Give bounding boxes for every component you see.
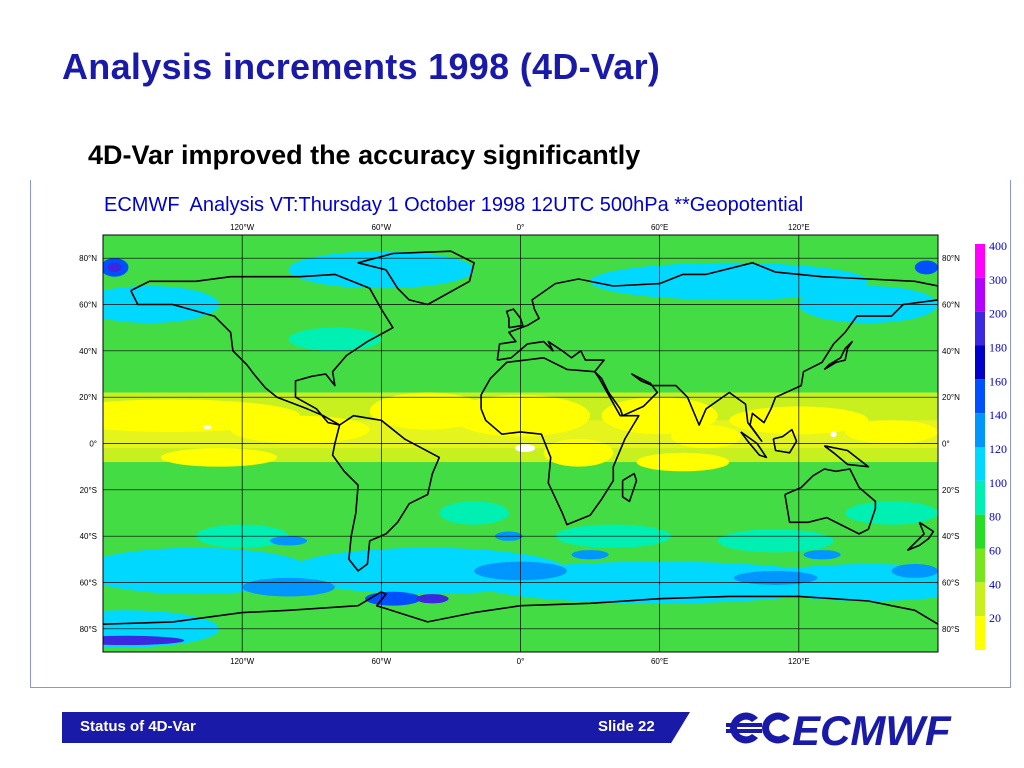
- legend-swatch: [975, 311, 985, 346]
- lon-label-bottom: 120°E: [788, 657, 810, 666]
- footer-slide-number: Slide 22: [598, 718, 655, 735]
- legend-swatch: [975, 413, 985, 447]
- legend-swatch: [975, 514, 985, 549]
- lat-label-left: 20°S: [80, 486, 97, 495]
- coastline: [103, 591, 938, 625]
- lon-label-bottom: 60°W: [372, 657, 392, 666]
- coastline: [772, 428, 798, 454]
- coastline: [496, 262, 938, 442]
- lat-label-left: 60°S: [80, 579, 97, 588]
- legend-label: 40: [989, 577, 1001, 591]
- lon-label-top: 120°W: [230, 223, 255, 232]
- legend-label: 160: [989, 374, 1007, 388]
- footer-bar: [62, 712, 690, 743]
- legend-label: 80: [989, 510, 1001, 524]
- lon-label-top: 0°: [517, 223, 525, 232]
- lat-label-left: 40°S: [80, 532, 97, 541]
- lon-label-bottom: 0°: [517, 657, 525, 666]
- coastline: [480, 357, 640, 526]
- legend-label: 20: [989, 611, 1001, 625]
- coastline: [784, 468, 877, 535]
- coastline: [331, 414, 441, 572]
- lon-label-bottom: 120°W: [230, 657, 255, 666]
- lat-label-right: 0°: [942, 440, 950, 449]
- coastline: [505, 308, 524, 329]
- legend-label: 120: [989, 442, 1007, 456]
- slide-subtitle: 4D-Var improved the accuracy significant…: [88, 140, 641, 170]
- legend-swatch: [975, 379, 985, 414]
- legend-swatch: [975, 616, 985, 650]
- coastline: [907, 521, 935, 551]
- legend-swatch: [975, 244, 985, 278]
- legend-label: 60: [989, 544, 1001, 558]
- legend-label: 180: [989, 341, 1007, 355]
- coastline: [130, 273, 394, 426]
- lon-label-top: 120°E: [788, 223, 810, 232]
- lat-label-right: 20°N: [942, 393, 960, 402]
- lat-label-right: 80°S: [942, 625, 959, 634]
- ecmwf-logo: ECMWF: [726, 707, 952, 752]
- coastline: [740, 431, 768, 459]
- lat-label-right: 40°S: [942, 532, 959, 541]
- legend-label: 140: [989, 408, 1007, 422]
- coastline: [823, 340, 853, 371]
- increment-field: [103, 235, 938, 652]
- lon-label-top: 60°E: [651, 223, 668, 232]
- legend-label: 100: [989, 476, 1007, 490]
- lat-label-left: 80°S: [80, 625, 97, 634]
- legend-swatch: [975, 277, 985, 312]
- coastline: [357, 250, 475, 306]
- lat-label-right: 20°S: [942, 486, 959, 495]
- lat-label-left: 20°N: [79, 393, 97, 402]
- lat-label-left: 60°N: [79, 301, 97, 310]
- lat-label-right: 60°N: [942, 301, 960, 310]
- map-border: [102, 234, 939, 653]
- lon-label-top: 60°W: [372, 223, 392, 232]
- legend-label: 400: [989, 239, 1007, 253]
- lat-label-left: 40°N: [79, 347, 97, 356]
- footer-presentation-title: Status of 4D-Var: [80, 718, 196, 735]
- coastline: [621, 472, 638, 503]
- lat-label-right: 60°S: [942, 579, 959, 588]
- lat-label-left: 0°: [89, 440, 97, 449]
- figure-frame: [30, 180, 1011, 688]
- lat-label-left: 80°N: [79, 254, 97, 263]
- legend-swatch: [975, 447, 985, 481]
- legend-label: 200: [989, 307, 1007, 321]
- color-legend: 400 300 200 180 160 140 120 100 80 60 40 20: [975, 239, 1007, 650]
- coastline: [823, 445, 870, 468]
- legend-swatch: [975, 345, 985, 380]
- lon-label-bottom: 60°E: [651, 657, 668, 666]
- legend-swatch: [975, 480, 985, 515]
- lat-label-right: 40°N: [942, 347, 960, 356]
- logo-text: ECMWF: [792, 707, 952, 752]
- legend-label: 300: [989, 273, 1007, 287]
- legend-swatch: [975, 548, 985, 583]
- lat-label-right: 80°N: [942, 254, 960, 263]
- legend-swatch: [975, 582, 985, 617]
- slide-title: Analysis increments 1998 (4D-Var): [62, 46, 661, 87]
- map-title: ECMWF Analysis VT:Thursday 1 October 199…: [104, 194, 804, 216]
